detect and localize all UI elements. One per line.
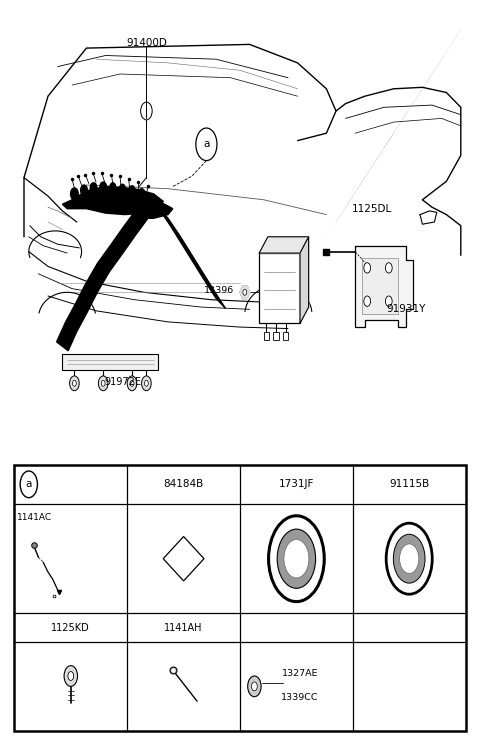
Circle shape xyxy=(385,263,392,273)
Circle shape xyxy=(243,289,247,295)
Polygon shape xyxy=(355,246,413,327)
Text: 1339CC: 1339CC xyxy=(281,693,319,702)
Circle shape xyxy=(100,182,107,192)
Circle shape xyxy=(130,380,134,386)
Circle shape xyxy=(90,183,97,193)
Text: 84184B: 84184B xyxy=(164,480,204,489)
Circle shape xyxy=(394,534,425,583)
Polygon shape xyxy=(57,210,147,351)
Circle shape xyxy=(252,682,257,691)
Text: 13396: 13396 xyxy=(204,286,234,295)
Circle shape xyxy=(127,376,137,391)
Circle shape xyxy=(81,185,87,195)
FancyBboxPatch shape xyxy=(62,354,158,370)
Circle shape xyxy=(142,376,151,391)
Polygon shape xyxy=(259,237,309,253)
Bar xyxy=(259,253,300,323)
Text: 1125KD: 1125KD xyxy=(51,622,90,633)
Circle shape xyxy=(120,184,125,193)
Bar xyxy=(273,332,279,340)
Bar xyxy=(264,332,269,340)
Text: 1731JF: 1731JF xyxy=(279,480,314,489)
Circle shape xyxy=(248,676,261,697)
Circle shape xyxy=(101,380,105,386)
Circle shape xyxy=(138,189,145,199)
Text: 91400D: 91400D xyxy=(126,38,167,48)
Circle shape xyxy=(98,376,108,391)
Polygon shape xyxy=(62,186,163,215)
Circle shape xyxy=(364,263,371,273)
Polygon shape xyxy=(158,208,226,309)
Circle shape xyxy=(70,376,79,391)
Text: 1125DL: 1125DL xyxy=(352,204,392,214)
Text: 1141AC: 1141AC xyxy=(17,513,52,522)
Circle shape xyxy=(71,188,78,200)
Circle shape xyxy=(110,183,116,192)
FancyBboxPatch shape xyxy=(14,465,466,731)
Circle shape xyxy=(129,186,135,195)
Polygon shape xyxy=(300,237,309,323)
Text: 1327AE: 1327AE xyxy=(282,668,318,678)
Circle shape xyxy=(364,296,371,306)
Bar xyxy=(283,332,288,340)
Text: 91931Y: 91931Y xyxy=(386,304,425,314)
Circle shape xyxy=(277,529,316,588)
Polygon shape xyxy=(240,286,250,299)
Circle shape xyxy=(144,380,148,386)
Bar xyxy=(362,258,398,314)
Text: 91115B: 91115B xyxy=(389,480,429,489)
Polygon shape xyxy=(134,204,173,218)
Circle shape xyxy=(64,666,77,687)
Circle shape xyxy=(148,194,154,203)
Text: a: a xyxy=(203,139,210,149)
Circle shape xyxy=(72,380,76,386)
Circle shape xyxy=(399,544,419,574)
Circle shape xyxy=(284,539,309,578)
Text: 91972E: 91972E xyxy=(104,377,141,387)
Text: a: a xyxy=(25,480,32,489)
Text: 1141AH: 1141AH xyxy=(164,622,203,633)
Circle shape xyxy=(385,296,392,306)
Circle shape xyxy=(68,672,73,681)
